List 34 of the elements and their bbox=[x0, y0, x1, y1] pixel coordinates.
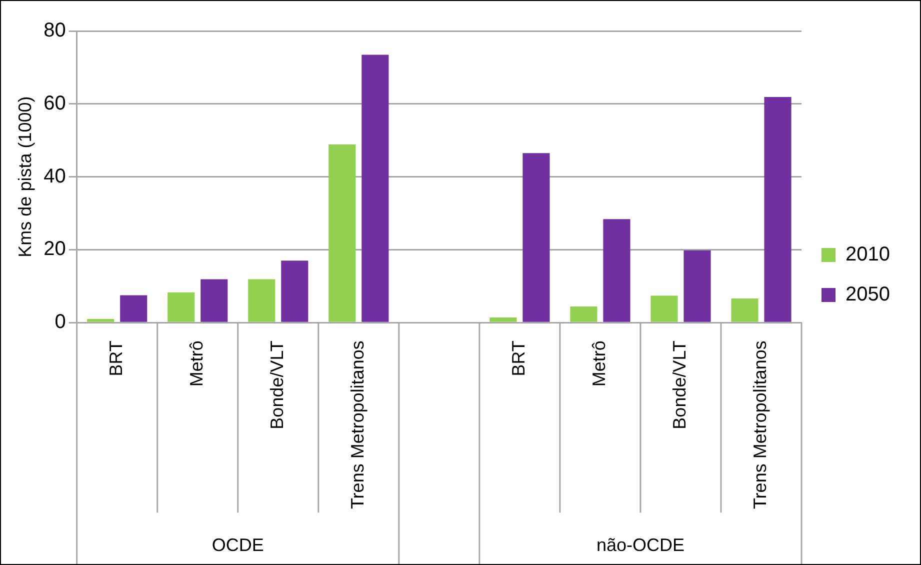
bar bbox=[650, 296, 678, 322]
bar bbox=[328, 144, 356, 322]
legend-label: 2010 bbox=[846, 244, 890, 266]
bar bbox=[570, 306, 598, 322]
x-tick-label: Metrô bbox=[186, 340, 207, 387]
x-tick-label: Trens Metropolitanos bbox=[750, 340, 770, 510]
x-tick-label: BRT bbox=[508, 340, 529, 376]
y-tick-label: 80 bbox=[44, 20, 66, 42]
y-axis-title: Kms de pista (1000) bbox=[14, 96, 35, 258]
x-tick-label: Bonde/VLT bbox=[267, 340, 288, 430]
bar bbox=[248, 279, 276, 322]
x-tick-label: Metrô bbox=[589, 340, 610, 387]
x-tick-label: BRT bbox=[106, 340, 126, 376]
y-tick-label: 40 bbox=[44, 165, 66, 188]
bar bbox=[120, 295, 148, 322]
y-tick-label: 60 bbox=[44, 92, 66, 114]
y-tick-label: 20 bbox=[44, 238, 66, 260]
bar bbox=[764, 96, 792, 322]
bar bbox=[200, 279, 228, 322]
legend-label: 2050 bbox=[846, 284, 890, 306]
bar bbox=[87, 318, 114, 322]
bar bbox=[522, 153, 550, 322]
bar bbox=[490, 317, 517, 322]
bar bbox=[281, 260, 308, 322]
x-tick-label: Trens Metropolitanos bbox=[348, 340, 368, 510]
bar bbox=[362, 54, 389, 322]
bar bbox=[603, 219, 630, 322]
text: OCDE bbox=[212, 534, 264, 555]
x-tick-label: Bonde/VLT bbox=[670, 340, 690, 430]
bar bbox=[731, 298, 758, 322]
y-tick-label: 0 bbox=[54, 311, 66, 334]
text: não-OCDE bbox=[596, 534, 684, 555]
bar bbox=[684, 250, 711, 322]
bar bbox=[168, 292, 195, 322]
